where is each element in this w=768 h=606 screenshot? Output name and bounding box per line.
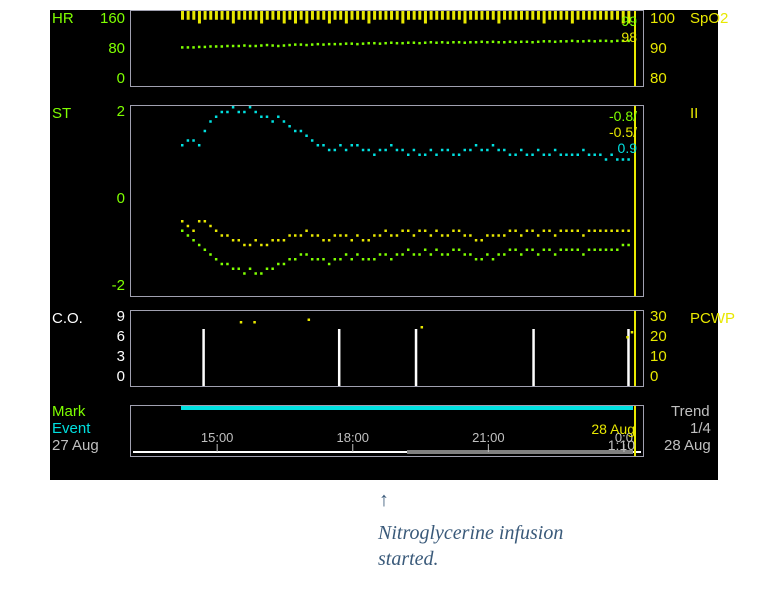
hr-spo2-panel: 99 98 (130, 10, 644, 87)
pcwp-tick-20: 20 (650, 328, 667, 345)
spo2-label: SpO2 (690, 10, 728, 27)
co-label: C.O. (52, 310, 83, 327)
st-tick-2: 2 (100, 103, 125, 120)
hr-value: 99 (621, 13, 637, 29)
annotation-text: Nitroglycerine infusion started. (378, 520, 628, 572)
ii-label: II (690, 105, 698, 122)
spo2-tick-90: 90 (650, 40, 667, 57)
st-val2: -0.5/ (609, 124, 637, 140)
hr-tick-0: 0 (100, 70, 125, 87)
spo2-tick-100: 100 (650, 10, 675, 27)
event-label: Event (52, 420, 90, 437)
st-tick-0: 0 (100, 190, 125, 207)
pcwp-label: PCWP (690, 310, 735, 327)
hr-tick-160: 160 (100, 10, 125, 27)
date-right-top: 28 Aug (591, 421, 635, 437)
co-tick-0: 0 (100, 368, 125, 385)
mark-label: Mark (52, 403, 85, 420)
st-label: ST (52, 105, 71, 122)
hr-tick-80: 80 (100, 40, 125, 57)
pcwp-tick-30: 30 (650, 308, 667, 325)
hr-label: HR (52, 10, 74, 27)
spo2-value: 98 (621, 29, 637, 45)
trend-label: Trend (671, 403, 710, 420)
co-tick-6: 6 (100, 328, 125, 345)
st-val3: 0.9 (618, 140, 637, 156)
svg-text:18:00: 18:00 (336, 430, 369, 445)
pcwp-tick-10: 10 (650, 348, 667, 365)
co-pcwp-panel (130, 310, 644, 387)
date-far-right: 28 Aug (664, 437, 711, 454)
co-tick-3: 3 (100, 348, 125, 365)
arrow-icon: ↑ (378, 490, 390, 513)
st-tick-n2: -2 (100, 277, 125, 294)
time-right: 1:10 (608, 437, 635, 453)
page-label: 1/4 (690, 420, 711, 437)
co-tick-9: 9 (100, 308, 125, 325)
st-panel: -0.8/ -0.5/ 0.9 (130, 105, 644, 297)
svg-text:15:00: 15:00 (201, 430, 234, 445)
spo2-tick-80: 80 (650, 70, 667, 87)
pcwp-tick-0: 0 (650, 368, 658, 385)
st-val1: -0.8/ (609, 108, 637, 124)
vitals-monitor: HR 160 80 0 SpO2 100 90 80 99 98 ST 2 0 … (50, 10, 718, 480)
timeline-panel: 15:0018:0021:000:0 28 Aug 1:10 (130, 405, 644, 457)
date-left: 27 Aug (52, 437, 99, 454)
svg-text:21:00: 21:00 (472, 430, 505, 445)
